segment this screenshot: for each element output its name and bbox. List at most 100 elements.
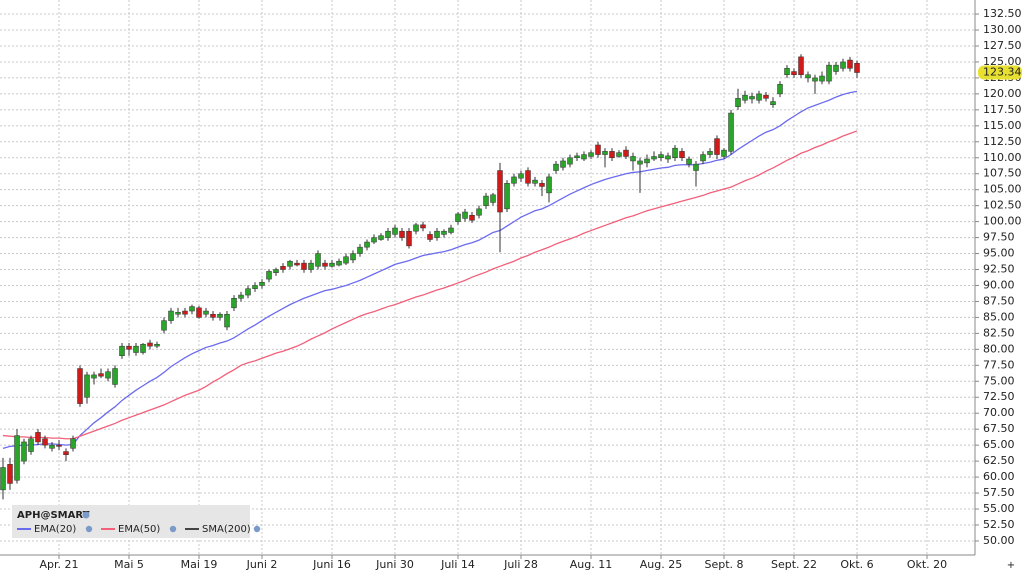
y-tick-label: 132.50 [983, 7, 1022, 20]
candle-body [630, 156, 636, 162]
candle-body [77, 368, 83, 404]
y-tick-label: 102.50 [983, 199, 1022, 212]
candle-body [770, 101, 776, 105]
candle-body [301, 262, 307, 270]
legend-settings-icon[interactable] [169, 525, 177, 533]
symbol-icon[interactable] [82, 511, 90, 519]
candle-body [609, 151, 615, 159]
candle-body [476, 208, 482, 216]
candle-body [217, 313, 223, 318]
y-tick-label: 57.50 [983, 486, 1015, 499]
candle-body [728, 112, 734, 152]
candle-body [161, 320, 167, 331]
candle-body [385, 230, 391, 238]
candle-body [819, 75, 825, 82]
x-tick-label: Juli 28 [503, 558, 538, 571]
y-tick-label: 50.00 [983, 534, 1015, 547]
x-tick-label: Aug. 11 [570, 558, 612, 571]
candle-body [469, 214, 475, 221]
legend-settings-icon[interactable] [85, 525, 93, 533]
candle-body [553, 163, 559, 171]
y-tick-label: 80.00 [983, 342, 1015, 355]
candle-body [854, 62, 860, 73]
x-tick-label: Juni 30 [375, 558, 414, 571]
candle-body [245, 288, 251, 296]
candle-body [525, 170, 531, 184]
candle-body [560, 160, 566, 168]
y-tick-label: 125.00 [983, 55, 1022, 68]
candle-body [784, 68, 790, 75]
candle-body [595, 144, 601, 155]
y-tick-label: 117.50 [983, 103, 1022, 116]
candle-body [126, 345, 132, 350]
y-tick-label: 107.50 [983, 167, 1022, 180]
y-tick-label: 82.50 [983, 326, 1015, 339]
candle-body [322, 262, 328, 267]
candle-body [119, 345, 125, 356]
x-tick-label: Juli 14 [440, 558, 475, 571]
candle-body [777, 84, 783, 95]
candle-body [497, 170, 503, 213]
candle-body [203, 310, 209, 315]
candle-body [462, 211, 468, 219]
x-tick-label: Juni 16 [312, 558, 351, 571]
candle-body [763, 94, 769, 99]
candle-body [182, 310, 188, 315]
candle-body [378, 235, 384, 240]
candle-body [427, 234, 433, 240]
candle-body [651, 156, 657, 160]
candle-body [70, 438, 76, 449]
candle-body [259, 282, 265, 286]
candle-body [812, 77, 818, 82]
candle-body [574, 155, 580, 159]
candle-body [679, 151, 685, 159]
candle-body [364, 241, 370, 248]
candle-body [504, 183, 510, 210]
candle-body [798, 56, 804, 75]
legend-label: SMA(200) [202, 524, 251, 535]
candle-body [266, 271, 272, 280]
candle-body [833, 64, 839, 72]
candle-body [637, 160, 643, 165]
y-tick-label: 65.00 [983, 438, 1015, 451]
legend-settings-icon[interactable] [253, 525, 261, 533]
candle-body [483, 195, 489, 206]
candle-body [42, 438, 48, 446]
y-tick-label: 87.50 [983, 294, 1015, 307]
candle-body [105, 371, 111, 379]
candle-body [791, 71, 797, 75]
y-tick-label: 120.00 [983, 87, 1022, 100]
candle-body [707, 151, 713, 155]
candle-body [742, 94, 748, 101]
y-tick-label: 115.00 [983, 119, 1022, 132]
candle-body [238, 294, 244, 299]
x-tick-label: Aug. 25 [640, 558, 682, 571]
y-tick-label: 110.00 [983, 151, 1022, 164]
candle-body [252, 285, 258, 289]
y-tick-label: 60.00 [983, 470, 1015, 483]
candle-body [133, 345, 139, 353]
x-tick-label: Apr. 21 [39, 558, 78, 571]
candle-body [371, 237, 377, 243]
candle-body [0, 467, 6, 491]
y-tick-label: 92.50 [983, 263, 1015, 276]
candle-body [406, 230, 412, 247]
x-tick-label: Mai 19 [181, 558, 218, 571]
y-tick-label: 130.00 [983, 23, 1022, 36]
y-tick-label: 67.50 [983, 422, 1015, 435]
x-tick-label: Juni 2 [246, 558, 278, 571]
y-tick-label: 72.50 [983, 390, 1015, 403]
candle-body [14, 435, 20, 481]
y-tick-label: 75.00 [983, 374, 1015, 387]
candle-body [336, 260, 342, 266]
candle-body [315, 253, 321, 267]
y-tick-label: 55.00 [983, 502, 1015, 515]
x-tick-label: Sept. 8 [704, 558, 743, 571]
y-tick-label: 52.50 [983, 518, 1015, 531]
scroll-icon[interactable]: + [1007, 560, 1015, 571]
y-tick-label: 90.00 [983, 278, 1015, 291]
candle-body [63, 451, 69, 455]
candle-body [308, 262, 314, 270]
candle-body [287, 260, 293, 267]
